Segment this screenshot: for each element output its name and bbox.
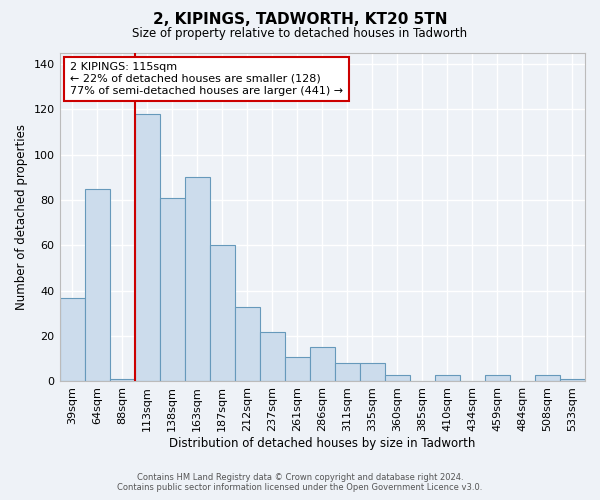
- Bar: [485, 374, 510, 382]
- Bar: [285, 356, 310, 382]
- Text: 2 KIPINGS: 115sqm
← 22% of detached houses are smaller (128)
77% of semi-detache: 2 KIPINGS: 115sqm ← 22% of detached hous…: [70, 62, 343, 96]
- Bar: [560, 379, 585, 382]
- Bar: [185, 178, 209, 382]
- Text: Contains HM Land Registry data © Crown copyright and database right 2024.
Contai: Contains HM Land Registry data © Crown c…: [118, 473, 482, 492]
- Bar: [209, 246, 235, 382]
- Text: Size of property relative to detached houses in Tadworth: Size of property relative to detached ho…: [133, 28, 467, 40]
- Bar: [235, 306, 260, 382]
- Bar: [134, 114, 160, 382]
- Bar: [310, 348, 335, 382]
- Bar: [535, 374, 560, 382]
- Bar: [260, 332, 285, 382]
- Y-axis label: Number of detached properties: Number of detached properties: [15, 124, 28, 310]
- Bar: [435, 374, 460, 382]
- Bar: [59, 298, 85, 382]
- Bar: [85, 188, 110, 382]
- Bar: [385, 374, 410, 382]
- Bar: [160, 198, 185, 382]
- Bar: [110, 379, 134, 382]
- X-axis label: Distribution of detached houses by size in Tadworth: Distribution of detached houses by size …: [169, 437, 475, 450]
- Bar: [335, 364, 360, 382]
- Text: 2, KIPINGS, TADWORTH, KT20 5TN: 2, KIPINGS, TADWORTH, KT20 5TN: [153, 12, 447, 28]
- Bar: [360, 364, 385, 382]
